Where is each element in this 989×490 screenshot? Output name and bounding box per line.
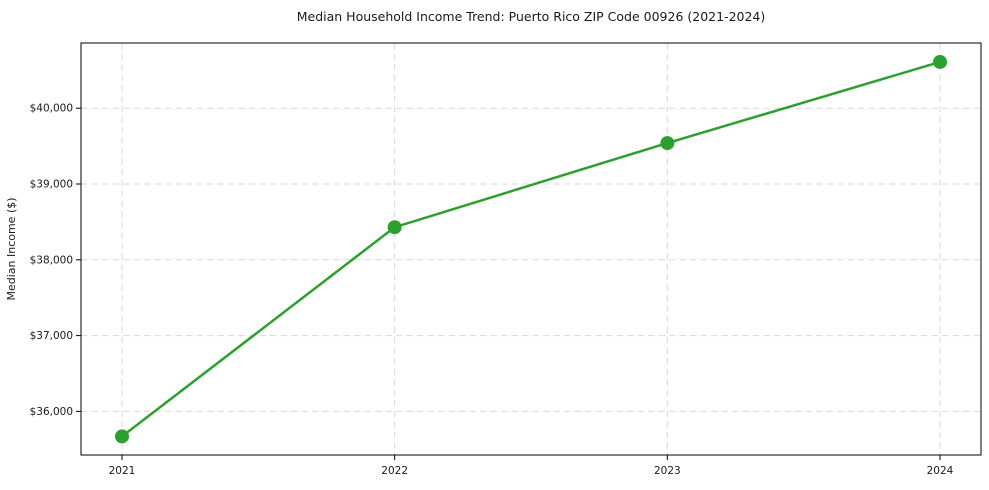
x-tick-label: 2022 bbox=[381, 465, 408, 477]
data-point bbox=[660, 136, 675, 151]
chart-title: Median Household Income Trend: Puerto Ri… bbox=[297, 9, 766, 24]
plot-border bbox=[80, 42, 982, 456]
y-tick-label: $38,000 bbox=[30, 254, 73, 266]
x-tick-label: 2024 bbox=[927, 465, 954, 477]
y-tick-label: $40,000 bbox=[30, 103, 73, 115]
axis-tick-labels: $36,000 $37,000 $38,000 $39,000 $40,000 2021 2… bbox=[30, 103, 954, 477]
x-tick-label: 2023 bbox=[654, 465, 681, 477]
y-tick-label: $36,000 bbox=[30, 406, 73, 418]
data-point bbox=[115, 429, 129, 444]
data-point bbox=[933, 54, 947, 69]
data-point bbox=[387, 220, 402, 235]
axis-tick-marks bbox=[76, 107, 941, 460]
data-point-markers bbox=[115, 54, 947, 444]
y-tick-label: $39,000 bbox=[30, 178, 73, 190]
y-tick-label: $37,000 bbox=[30, 330, 73, 342]
y-axis-label: Median Income ($) bbox=[5, 197, 18, 300]
x-tick-label: 2021 bbox=[109, 465, 136, 477]
gridlines bbox=[81, 43, 981, 455]
trend-line bbox=[121, 60, 941, 438]
